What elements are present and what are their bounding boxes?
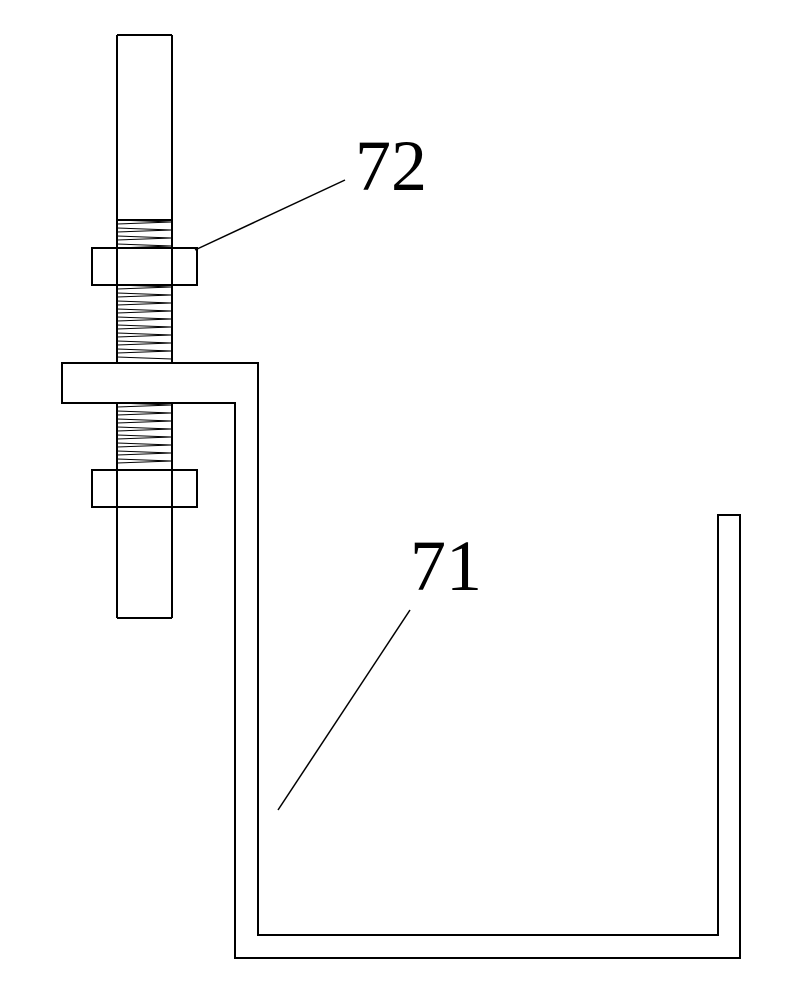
leader-line <box>278 610 410 810</box>
nut <box>92 470 197 507</box>
thread-section <box>117 403 172 463</box>
leader-line <box>195 180 345 250</box>
ref-label-71: 71 <box>410 526 482 606</box>
thread-section <box>117 285 172 359</box>
technical-diagram: 72 71 <box>0 0 807 1000</box>
nut <box>92 248 197 285</box>
ref-label-72: 72 <box>355 126 427 206</box>
